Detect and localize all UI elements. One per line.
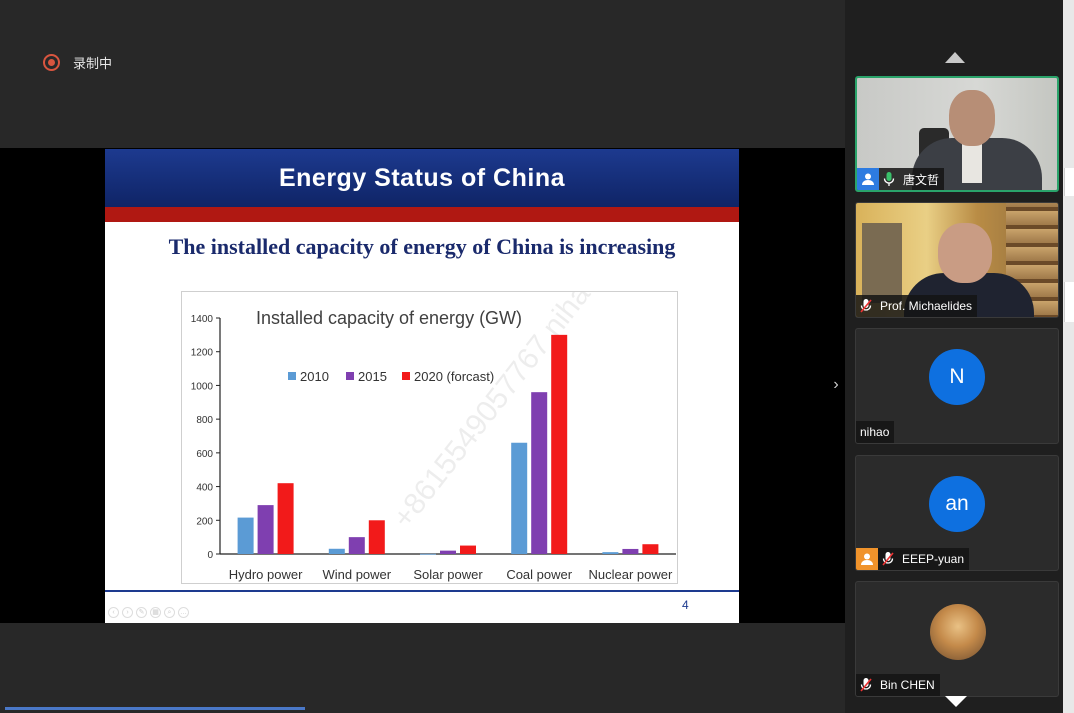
recording-label: 录制中	[73, 56, 113, 71]
chevron-down-icon[interactable]	[945, 696, 967, 707]
avatar: N	[929, 349, 985, 405]
slides-icon[interactable]: ▦	[150, 607, 161, 618]
pen-icon[interactable]: ✎	[136, 607, 147, 618]
x-tick-label: Hydro power	[229, 567, 303, 582]
slide-header	[105, 149, 739, 207]
x-tick-label: Coal power	[506, 567, 572, 582]
x-tick-label: Nuclear power	[588, 567, 672, 582]
legend-label: 2015	[358, 369, 387, 384]
y-tick-label: 0	[207, 550, 213, 561]
slide-page-number: 4	[682, 598, 689, 612]
y-tick-label: 800	[196, 415, 213, 426]
participant-name: 唐文哲	[903, 172, 940, 187]
bar-2015-1	[348, 537, 365, 554]
chevron-up-icon[interactable]	[945, 52, 965, 63]
x-tick-label: Solar power	[413, 567, 483, 582]
slide-red-bar	[105, 207, 739, 222]
bar-2015-4	[622, 548, 639, 554]
more-icon[interactable]: …	[178, 607, 189, 618]
y-tick-label: 1400	[191, 314, 214, 325]
participant-name: nihao	[860, 425, 890, 439]
participant-name-bar: 唐文哲	[857, 168, 945, 190]
chevron-right-icon[interactable]: ›	[833, 376, 839, 393]
top-band: 录制中	[0, 0, 845, 148]
y-tick-label: 200	[196, 516, 213, 527]
slide-title: Energy Status of China	[278, 164, 566, 192]
bar-2010-2	[420, 553, 436, 555]
bar-2010-4	[602, 552, 619, 554]
bar-2015-2	[440, 550, 456, 554]
record-icon	[43, 54, 60, 71]
y-tick-label: 1000	[191, 381, 214, 392]
presentation-slide: Energy Status of China The installed cap…	[105, 149, 739, 623]
participant-tile-bin-chen[interactable]: Bin CHEN	[855, 581, 1059, 697]
zoom-icon[interactable]: ⌕	[164, 607, 175, 618]
mic-muted-icon	[878, 548, 898, 570]
recording-indicator[interactable]: 录制中	[43, 53, 112, 72]
participant-tile-nihao[interactable]: N nihao	[855, 328, 1059, 444]
legend-swatch	[288, 372, 296, 380]
avatar: an	[929, 476, 985, 532]
bar-2010-1	[328, 548, 345, 554]
mic-muted-icon	[856, 674, 876, 696]
bar-2015-3	[531, 392, 548, 554]
y-tick-label: 400	[196, 483, 213, 494]
next-slide-icon[interactable]: ›	[122, 607, 133, 618]
participant-tile-eeep-yuan[interactable]: an EEEP-yuan	[855, 455, 1059, 571]
user-icon	[857, 168, 879, 190]
shared-screen-area: 录制中 Energy Status of China The installed…	[0, 0, 845, 713]
mic-muted-icon	[856, 295, 876, 317]
watermark-text: +8615549057767 nihao	[387, 292, 608, 534]
bar-2020-3	[551, 334, 568, 554]
legend-swatch	[346, 372, 354, 380]
participant-name: EEEP-yuan	[902, 552, 965, 566]
mic-icon	[879, 168, 899, 190]
bottom-band	[0, 623, 845, 713]
participant-tile-michaelides[interactable]: Prof. Michaelides	[855, 202, 1059, 318]
bar-2015-0	[257, 505, 274, 554]
user-icon	[856, 548, 878, 570]
participant-name-bar: EEEP-yuan	[856, 548, 970, 570]
participant-name: Prof. Michaelides	[880, 299, 973, 313]
background-window-edge	[1063, 0, 1074, 713]
slide-subtitle: The installed capacity of energy of Chin…	[168, 234, 676, 259]
bar-2020-0	[277, 483, 294, 554]
slide-controls[interactable]: ‹ › ✎ ▦ ⌕ …	[108, 607, 189, 618]
bar-2020-1	[368, 520, 385, 554]
bar-2010-0	[237, 517, 254, 554]
avatar	[930, 604, 986, 660]
participant-name-bar: Bin CHEN	[856, 674, 940, 696]
slide-footer-line	[105, 590, 739, 592]
legend-label: 2020 (forcast)	[414, 369, 494, 384]
bar-2020-4	[642, 544, 659, 554]
participant-tile-tang[interactable]: 唐文哲	[855, 76, 1059, 192]
chart-title: Installed capacity of energy (GW)	[256, 308, 522, 328]
screen-share-progress	[5, 707, 305, 710]
participant-name: Bin CHEN	[880, 678, 935, 692]
participant-name-bar: Prof. Michaelides	[856, 295, 978, 317]
participant-name-bar: nihao	[856, 421, 895, 443]
bar-2020-2	[460, 545, 476, 554]
y-tick-label: 600	[196, 449, 213, 460]
x-tick-label: Wind power	[322, 567, 391, 582]
legend-label: 2010	[300, 369, 329, 384]
prev-slide-icon[interactable]: ‹	[108, 607, 119, 618]
chart-container: +8615549057767 nihao Installed capacity o…	[181, 291, 678, 584]
y-tick-label: 1200	[191, 348, 214, 359]
bar-2010-3	[511, 442, 528, 554]
legend-swatch	[402, 372, 410, 380]
